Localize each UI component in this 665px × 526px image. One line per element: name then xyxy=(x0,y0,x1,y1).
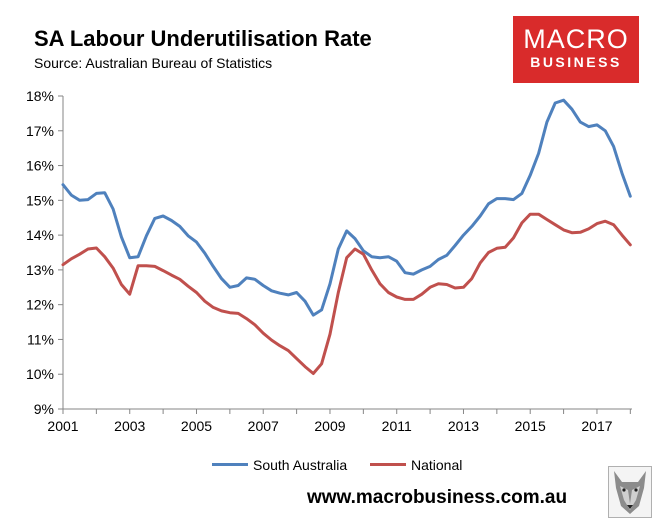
x-tick-label: 2001 xyxy=(47,418,78,434)
x-tick-label: 2011 xyxy=(382,418,412,434)
footer-url[interactable]: www.macrobusiness.com.au xyxy=(307,487,568,508)
y-tick-label: 13% xyxy=(26,262,54,278)
series-line-south-australia xyxy=(61,98,632,317)
x-axis: 2001 2003 2005 2007 2009 2011 2013 2015 2017 xyxy=(47,408,632,434)
chart-source: Source: Australian Bureau of Statistics xyxy=(34,55,273,71)
y-tick-label: 12% xyxy=(26,297,54,313)
legend-label-national: National xyxy=(411,457,463,473)
y-tick-label: 14% xyxy=(26,227,54,243)
series-line-national xyxy=(61,212,632,375)
logo-text-macro: MACRO xyxy=(523,24,629,54)
x-tick-label: 2009 xyxy=(314,418,345,434)
y-tick-label: 10% xyxy=(26,366,54,382)
macrobusiness-logo[interactable]: MACRO BUSINESS xyxy=(513,16,639,83)
y-tick-label: 16% xyxy=(26,158,54,174)
chart-legend: South Australia National xyxy=(0,457,665,477)
y-tick-label: 9% xyxy=(34,401,54,417)
series-layer xyxy=(61,98,632,375)
legend-label-south-australia: South Australia xyxy=(253,457,348,473)
legend-swatch-national xyxy=(370,462,406,466)
x-tick-label: 2005 xyxy=(181,418,212,434)
chart-title: SA Labour Underutilisation Rate xyxy=(34,26,372,51)
x-tick-label: 2017 xyxy=(581,418,612,434)
logo-text-business: BUSINESS xyxy=(530,54,622,70)
legend-item-national: National xyxy=(370,457,462,473)
x-tick-label: 2007 xyxy=(248,418,279,434)
x-tick-label: 2015 xyxy=(515,418,546,434)
legend-item-south-australia: South Australia xyxy=(212,457,347,473)
wolf-logo-icon xyxy=(608,466,652,518)
x-tick-label: 2013 xyxy=(448,418,479,434)
y-axis: 9% 10% 11% 12% 13% 14% 15% 16% 17% 18% xyxy=(26,88,64,417)
x-tick-label: 2003 xyxy=(114,418,145,434)
y-tick-label: 15% xyxy=(26,192,54,208)
legend-swatch-south-australia xyxy=(212,462,248,466)
y-tick-label: 17% xyxy=(26,123,54,139)
y-tick-label: 11% xyxy=(27,331,54,347)
y-tick-label: 18% xyxy=(26,88,54,104)
